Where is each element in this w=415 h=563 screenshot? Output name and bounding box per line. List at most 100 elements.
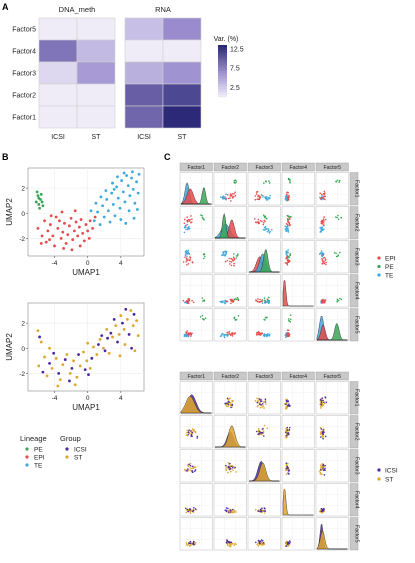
pairs-point (258, 429, 260, 432)
pairs-point (184, 253, 187, 255)
pairs-point (287, 462, 289, 465)
pairs-point (201, 215, 203, 217)
pairs-point (325, 263, 327, 266)
pairs-point (285, 257, 287, 260)
legend-group-title: Group (60, 434, 81, 443)
pairs-point (230, 470, 232, 473)
heatmap-legend-swatch (218, 76, 227, 80)
pairs-point (260, 404, 262, 406)
pairs-point (182, 261, 185, 263)
pairs-point (185, 434, 188, 437)
pairs-point (287, 467, 290, 469)
pairs-point (255, 299, 257, 302)
pairs-point (225, 507, 228, 509)
pairs-strip-right-label: Factor4 (354, 282, 360, 300)
pairs-point (232, 256, 235, 259)
pairs-point (185, 261, 187, 263)
pairs-point (185, 259, 188, 261)
umap-point-icsi (87, 373, 90, 377)
pairs-point (288, 320, 291, 322)
pairs-point (286, 191, 288, 194)
pairs-point (259, 300, 262, 303)
pairs-point (289, 181, 291, 184)
pairs-point (225, 193, 227, 195)
pairs-point (320, 431, 323, 434)
pairs-density (215, 425, 246, 448)
pairs-point (231, 333, 234, 336)
pairs-point (322, 437, 324, 440)
umap-point-st (48, 346, 51, 350)
pairs-lineage-legend-label: EPI (385, 256, 396, 263)
pairs-point (255, 193, 258, 195)
pairs-point (266, 199, 268, 201)
umap-point-icsi (38, 335, 41, 339)
umap-point-st (50, 366, 54, 370)
umap-point-epi (74, 220, 78, 224)
pairs-point (256, 405, 259, 408)
pairs-point (321, 251, 323, 254)
pairs-point (204, 255, 206, 258)
pairs-point (285, 463, 288, 466)
pairs-point (268, 180, 270, 182)
pairs-point (228, 257, 230, 260)
pairs-point (322, 261, 324, 263)
pairs-point (233, 262, 235, 265)
pairs-point (256, 300, 259, 303)
pairs-point (187, 258, 189, 261)
pairs-point (289, 541, 291, 543)
pairs-point (336, 216, 339, 219)
pairs-density (282, 489, 314, 516)
pairs-point (189, 469, 191, 471)
pairs-point (230, 465, 233, 468)
umap-point-te (131, 170, 134, 174)
pairs-point (285, 229, 287, 231)
pairs-density (181, 187, 212, 205)
pairs-point (229, 195, 232, 197)
pairs-point (229, 509, 232, 512)
pairs-point (233, 264, 235, 267)
pairs-strip-right (349, 449, 359, 483)
pairs-point (265, 228, 268, 230)
pairs-point (259, 220, 262, 222)
pairs-point (220, 301, 223, 304)
pairs-strip-top-label: Factor5 (323, 165, 341, 171)
pairs-point (191, 221, 193, 223)
umap-point-st (36, 329, 40, 333)
heatmap-cell (38, 17, 78, 41)
pairs-lineage-legend-label: PE (385, 264, 394, 271)
pairs-point (323, 220, 325, 222)
pairs-cell (315, 381, 349, 415)
pairs-point (322, 197, 325, 200)
pairs-point (232, 195, 235, 198)
pairs-point (231, 196, 234, 198)
umap-point-te (126, 184, 130, 188)
umap-point-st (117, 333, 121, 336)
pairs-point (194, 470, 196, 472)
pairs-point (322, 429, 325, 431)
pairs-point (321, 258, 323, 260)
pairs-point (261, 509, 264, 511)
pairs-point (323, 507, 325, 510)
pairs-point (320, 405, 322, 408)
pairs-point (183, 231, 186, 234)
heatmap-legend-tick: 7.5 (230, 66, 240, 73)
pairs-strip-right (349, 274, 359, 308)
umap-point-epi (54, 215, 58, 219)
pairs-point (196, 437, 198, 439)
pairs-point (227, 462, 230, 464)
pairs-cell (247, 517, 281, 551)
umap-point-te (89, 209, 93, 213)
pairs-point (320, 468, 322, 471)
pairs-point (261, 332, 264, 335)
pairs-point (189, 512, 192, 514)
umap-point-icsi (97, 343, 100, 346)
umap-point-epi (79, 218, 83, 221)
pairs-point (339, 297, 341, 300)
umap-point-epi (56, 226, 60, 230)
umap-point-te (123, 200, 127, 204)
pairs-point (285, 407, 288, 410)
pairs-point (192, 542, 194, 545)
pairs-point (225, 510, 228, 512)
pairs-point (286, 426, 289, 429)
pairs-strip-top-label: Factor3 (255, 165, 273, 171)
